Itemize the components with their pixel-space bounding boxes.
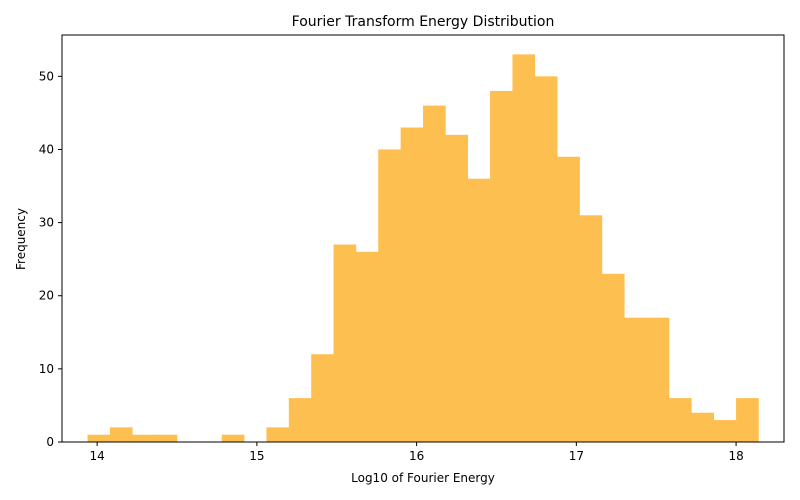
histogram-bar xyxy=(646,317,670,442)
y-tick-label: 50 xyxy=(39,69,54,83)
histogram-bar xyxy=(512,54,536,442)
histogram-bar xyxy=(87,434,111,442)
histogram-bar xyxy=(691,412,715,442)
histogram-bar xyxy=(490,90,513,442)
chart-title: Fourier Transform Energy Distribution xyxy=(292,14,555,30)
histogram-bar xyxy=(266,427,290,442)
y-axis-title: Frequency xyxy=(14,208,28,270)
y-tick-label: 20 xyxy=(39,289,54,303)
histogram-bar xyxy=(713,420,737,442)
histogram-bar xyxy=(445,134,469,442)
bars-layer xyxy=(87,54,759,443)
plot-frame xyxy=(61,34,785,443)
y-tick-label: 30 xyxy=(39,216,54,230)
x-tick-label: 16 xyxy=(409,449,424,463)
x-tick-label: 15 xyxy=(249,449,264,463)
histogram-bar xyxy=(668,398,692,442)
histogram-bar xyxy=(109,427,133,442)
histogram-bar xyxy=(601,273,625,442)
histogram-bar xyxy=(624,317,647,442)
histogram-bar xyxy=(557,156,580,442)
y-tick-label: 0 xyxy=(46,435,54,449)
ticks-layer: 14 15 16 17 18 0 10 20 30 40 50 xyxy=(39,69,744,463)
histogram-bar xyxy=(378,149,401,442)
histogram-bar xyxy=(154,434,178,442)
histogram-bar xyxy=(467,178,491,442)
histogram-bar xyxy=(355,251,379,442)
y-tick-label: 40 xyxy=(39,142,54,156)
x-tick-label: 14 xyxy=(90,449,105,463)
axes-layer xyxy=(61,34,785,443)
histogram-bar xyxy=(423,105,446,442)
histogram-bar xyxy=(579,215,603,442)
histogram-bar xyxy=(132,434,155,442)
x-tick-label: 17 xyxy=(569,449,584,463)
x-tick-label: 18 xyxy=(728,449,743,463)
histogram-bar xyxy=(400,127,424,443)
histogram-bar xyxy=(221,434,245,442)
x-axis-title: Log10 of Fourier Energy xyxy=(351,471,495,485)
histogram-bar xyxy=(333,244,357,442)
histogram-bar xyxy=(311,354,334,442)
y-tick-label: 10 xyxy=(39,362,54,376)
histogram-bar xyxy=(288,398,312,442)
histogram-bar xyxy=(736,398,759,442)
histogram-bar xyxy=(534,76,558,442)
